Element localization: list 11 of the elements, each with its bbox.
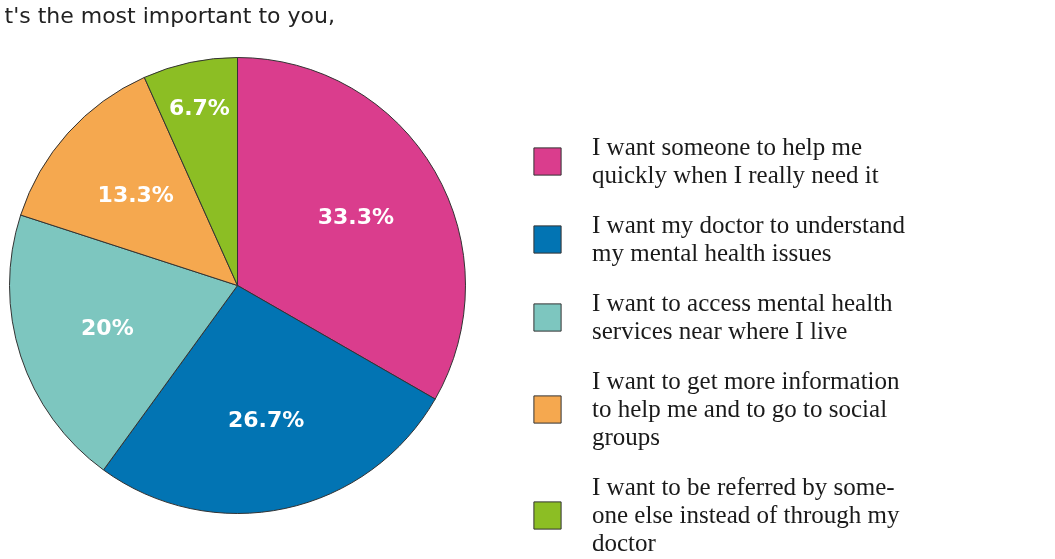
data-label: 26.7%: [227, 406, 305, 432]
legend-label: I want to be referred by some- one else instead of through my doctor: [592, 473, 900, 557]
data-label: 33.3%: [317, 204, 395, 230]
data-label: 6.7%: [168, 94, 230, 120]
chart-title: t's the most important to you,: [4, 2, 335, 28]
legend-label: I want my doctor to understand my mental health issues: [592, 211, 906, 267]
data-label: 20%: [81, 315, 134, 341]
legend-label: I want to get more information to help me and to go to social groups: [592, 367, 900, 451]
legend-label: I want someone to help me quickly when I really need it: [592, 133, 879, 189]
data-label: 13.3%: [97, 181, 174, 207]
legend-label: I want to access mental health services near where I live: [592, 289, 893, 345]
